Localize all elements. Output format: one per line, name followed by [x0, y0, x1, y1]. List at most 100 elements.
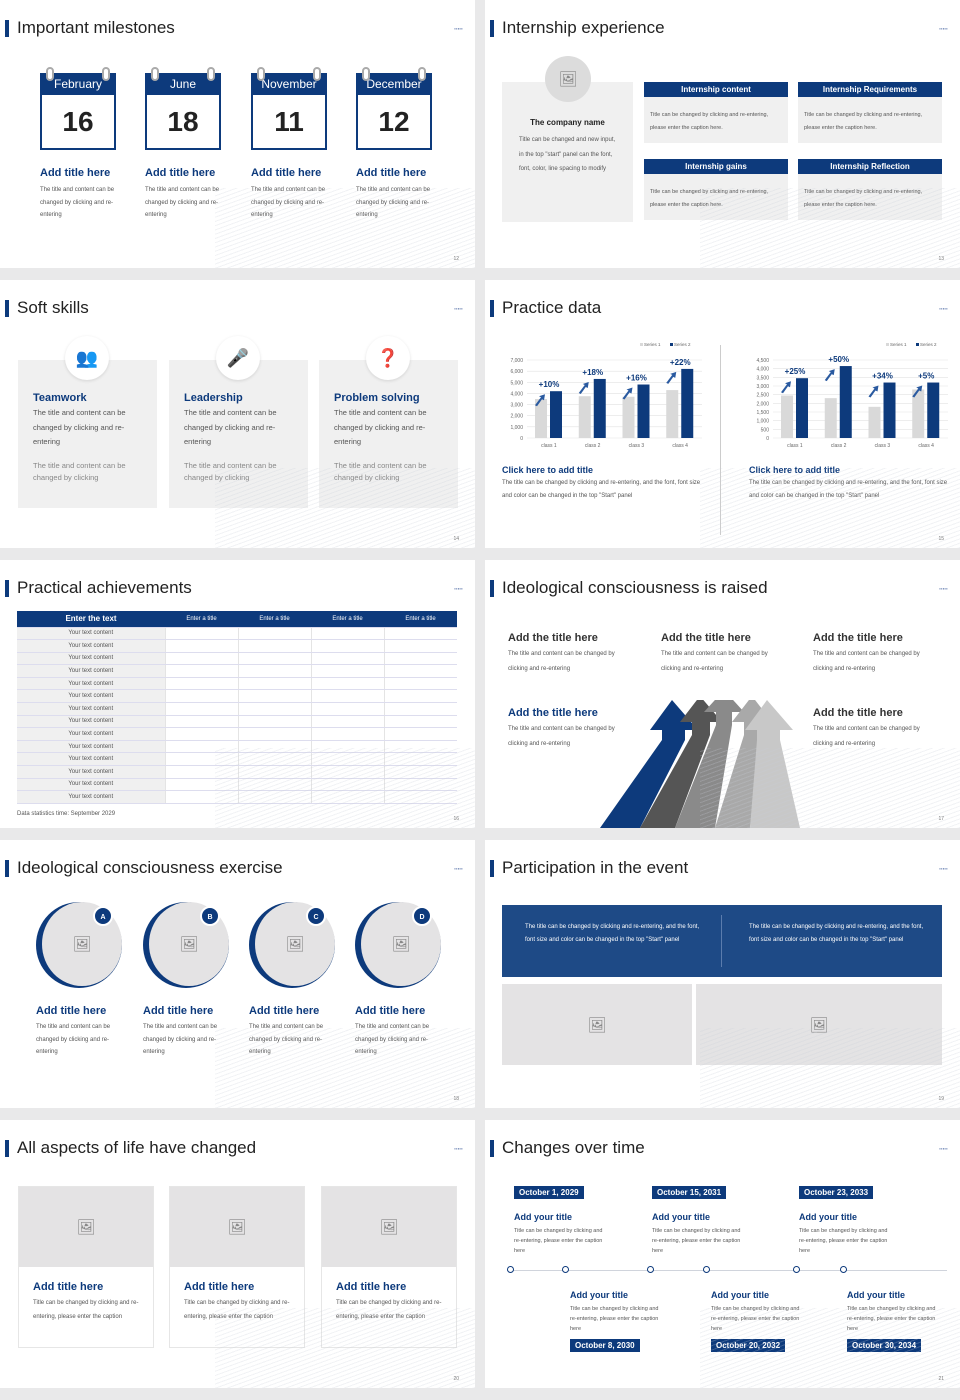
table-cell[interactable] — [383, 677, 457, 691]
table-cell[interactable] — [383, 689, 457, 704]
table-cell[interactable] — [237, 752, 311, 767]
timeline-node[interactable] — [647, 1266, 654, 1273]
event-title: Add your title — [570, 1290, 628, 1300]
table-cell[interactable] — [237, 765, 311, 779]
table-cell[interactable] — [164, 778, 238, 792]
table-cell[interactable] — [383, 727, 457, 741]
event-title: Add your title — [847, 1290, 905, 1300]
table-cell[interactable] — [164, 664, 238, 678]
bar-series-1 — [535, 399, 547, 438]
slide-17[interactable]: Ideological consciousness is raised ▪▪▪▪… — [485, 560, 960, 828]
slide-13[interactable]: Internship experience ▪▪▪▪▪ 13 The compa… — [485, 0, 960, 268]
table-cell[interactable] — [237, 727, 311, 741]
table-cell[interactable] — [164, 752, 238, 767]
table-cell[interactable] — [383, 664, 457, 678]
table-cell[interactable] — [237, 715, 311, 729]
table-cell[interactable] — [310, 652, 384, 666]
table-cell[interactable] — [310, 790, 384, 804]
table-cell[interactable] — [310, 639, 384, 653]
row-label: Your text content — [17, 790, 165, 804]
table-cell[interactable] — [310, 765, 384, 779]
slide-title: Important milestones — [17, 18, 175, 37]
table-cell[interactable] — [383, 752, 457, 767]
table-cell[interactable] — [383, 778, 457, 792]
block-title: Add the title here — [813, 632, 903, 644]
timeline-node[interactable] — [840, 1266, 847, 1273]
table-cell[interactable] — [310, 702, 384, 716]
card-text: Title can be changed by clicking and re-… — [336, 1300, 442, 1320]
table-cell[interactable] — [383, 639, 457, 653]
table-cell[interactable] — [383, 702, 457, 716]
table-cell[interactable] — [383, 740, 457, 754]
slide-21[interactable]: Changes over time ▪▪▪▪▪ 21 October 1, 20… — [485, 1120, 960, 1388]
table-cell[interactable] — [383, 790, 457, 804]
table-cell[interactable] — [237, 652, 311, 666]
skill-subtext: The title and content can be changed by … — [184, 460, 277, 483]
table-cell[interactable] — [164, 627, 238, 641]
slide-14[interactable]: Soft skills ▪▪▪▪▪ 14 Teamwork The title … — [0, 280, 475, 548]
table-cell[interactable] — [164, 765, 238, 779]
timeline-node[interactable] — [793, 1266, 800, 1273]
table-cell[interactable] — [237, 627, 311, 641]
table-cell[interactable] — [164, 727, 238, 741]
data-label: +18% — [582, 368, 603, 377]
slide-16[interactable]: Practical achievements ▪▪▪▪▪ 16 Enter th… — [0, 560, 475, 828]
slide-18[interactable]: Ideological consciousness exercise ▪▪▪▪▪… — [0, 840, 475, 1108]
event-text: Title can be changed by clicking and re-… — [514, 1228, 603, 1254]
table-cell[interactable] — [237, 639, 311, 653]
slide-title: Ideological consciousness is raised — [502, 578, 768, 597]
slide-20[interactable]: All aspects of life have changed ▪▪▪▪▪ 2… — [0, 1120, 475, 1388]
bar-series-1 — [824, 398, 837, 438]
table-cell[interactable] — [164, 740, 238, 754]
text-block: Add the title here The title and content… — [813, 632, 938, 676]
table-cell[interactable] — [383, 715, 457, 729]
table-cell[interactable] — [383, 627, 457, 641]
slide-title: All aspects of life have changed — [17, 1138, 257, 1157]
table-cell[interactable] — [310, 664, 384, 678]
table-cell[interactable] — [164, 677, 238, 691]
table-cell[interactable] — [237, 702, 311, 716]
skill-text: The title and content can be changed by … — [334, 408, 427, 446]
table-cell[interactable] — [237, 740, 311, 754]
table-cell[interactable] — [310, 778, 384, 792]
image-placeholder[interactable]: 🖼 — [322, 1187, 456, 1267]
table-cell[interactable] — [164, 639, 238, 653]
image-placeholder[interactable]: 🖼 — [502, 984, 692, 1065]
image-placeholder[interactable]: 🖼 — [696, 984, 942, 1065]
table-cell[interactable] — [310, 689, 384, 704]
card-text: The title and content can be changed by … — [145, 187, 220, 218]
table-cell[interactable] — [310, 727, 384, 741]
table-cell[interactable] — [237, 664, 311, 678]
table-cell[interactable] — [310, 752, 384, 767]
table-cell[interactable] — [383, 765, 457, 779]
slide-19[interactable]: Participation in the event ▪▪▪▪▪ 19 The … — [485, 840, 960, 1108]
card-title: Add title here — [36, 1005, 107, 1017]
table-cell[interactable] — [164, 790, 238, 804]
table-cell[interactable] — [383, 652, 457, 666]
slide-15[interactable]: Practice data ▪▪▪▪▪ 15 0 1,000 2,000 3,000 4… — [485, 280, 960, 548]
table-cell[interactable] — [310, 627, 384, 641]
table-cell[interactable] — [310, 715, 384, 729]
image-card: 🖼 Add title here Title can be changed by… — [321, 1186, 457, 1348]
table-cell[interactable] — [164, 702, 238, 716]
timeline-node[interactable] — [562, 1266, 569, 1273]
image-placeholder[interactable]: 🖼 — [19, 1187, 153, 1267]
table-cell[interactable] — [164, 652, 238, 666]
timeline-node[interactable] — [507, 1266, 514, 1273]
image-placeholder[interactable]: 🖼 — [170, 1187, 304, 1267]
column-header: Enter the text — [17, 611, 165, 628]
table-cell[interactable] — [237, 790, 311, 804]
title-accent — [490, 300, 494, 317]
card-text: The title and content can be changed by … — [356, 187, 431, 218]
image-placeholder-icon[interactable]: 🖼 — [545, 56, 591, 102]
table-cell[interactable] — [310, 740, 384, 754]
table-cell[interactable] — [237, 778, 311, 792]
table-cell[interactable] — [237, 677, 311, 691]
table-cell[interactable] — [164, 715, 238, 729]
slide-12[interactable]: Important milestones ▪▪▪▪▪ 12 February 1… — [0, 0, 475, 268]
table-cell[interactable] — [310, 677, 384, 691]
table-cell[interactable] — [164, 689, 238, 704]
timeline-node[interactable] — [703, 1266, 710, 1273]
table-cell[interactable] — [237, 689, 311, 704]
calendar-ring — [151, 67, 159, 81]
